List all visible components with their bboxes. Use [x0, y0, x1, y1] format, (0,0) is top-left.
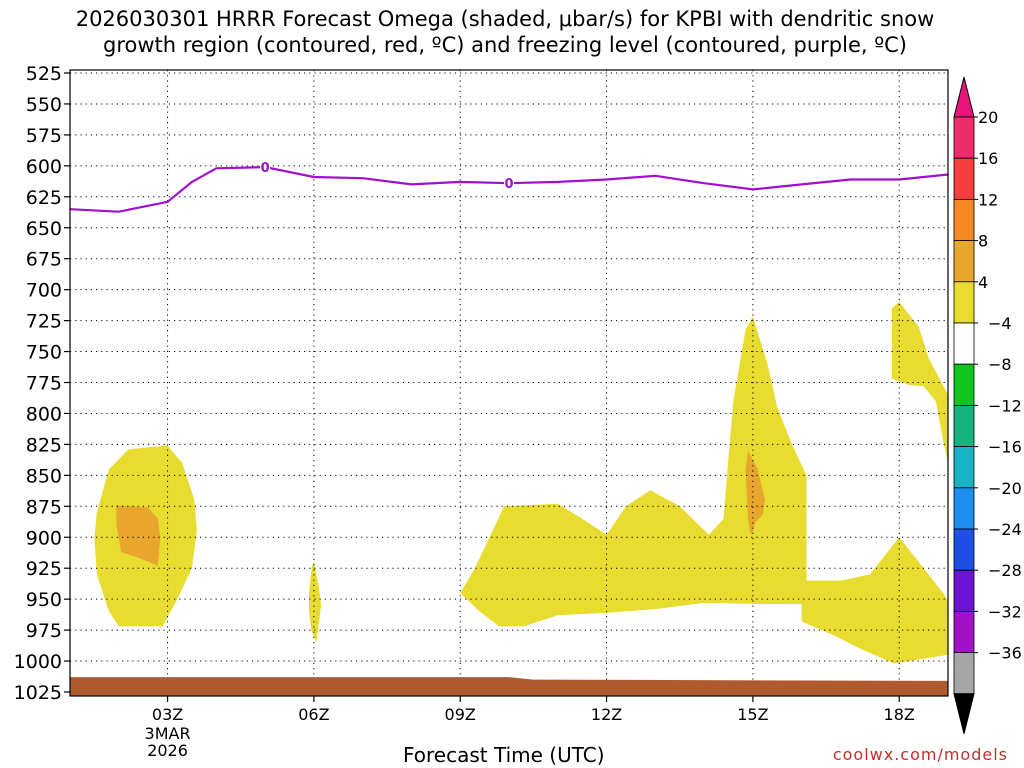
colorbar-segment-3: [953, 240, 975, 283]
omega-region-2: [309, 562, 322, 643]
colorbar-label-1: 16: [978, 149, 998, 168]
y-tick-label-850: 850: [26, 465, 62, 487]
watermark: coolwx.com/models: [832, 745, 1008, 764]
x-tick-label-6: 06Z: [298, 705, 329, 724]
y-tick-label-775: 775: [26, 373, 62, 395]
omega-shading: [94, 302, 948, 664]
colorbar-label-10: −24: [988, 520, 1022, 539]
colorbar-label-3: 8: [978, 232, 988, 251]
omega-region-4: [745, 450, 766, 535]
omega-region-1: [116, 505, 161, 566]
omega-region-3: [460, 316, 948, 664]
y-tick-label-625: 625: [26, 187, 62, 209]
y-tick-label-950: 950: [26, 589, 62, 611]
chart-title-line1: 2026030301 HRRR Forecast Omega (shaded, …: [75, 7, 935, 31]
y-tick-label-550: 550: [26, 94, 62, 116]
grid-lines: [70, 70, 948, 692]
y-tick-label-750: 750: [26, 342, 62, 364]
y-tick-label-825: 825: [26, 434, 62, 456]
colorbar-label-6: −8: [988, 355, 1012, 374]
y-tick-label-525: 525: [26, 63, 62, 85]
colorbar-label-7: −12: [988, 396, 1022, 415]
y-tick-label-1025: 1025: [14, 682, 62, 704]
colorbar-segment-2: [953, 198, 975, 241]
x-tick-label-15: 15Z: [737, 705, 768, 724]
y-axis: 525 550 575 600 625 650 675 700 725 750 775 800 825 8…: [14, 63, 70, 704]
colorbar-segment-0: [953, 116, 975, 159]
colorbar-label-13: −36: [988, 644, 1022, 663]
freezing-level-line: [70, 166, 948, 213]
x-tick-label-3: 03Z: [152, 705, 183, 724]
colorbar-segment-7: [953, 404, 975, 447]
colorbar-label-4: 4: [978, 273, 988, 292]
omega-region-5: [891, 302, 948, 463]
freezing-level-label-1: 0: [504, 177, 513, 192]
y-tick-label-875: 875: [26, 496, 62, 518]
freezing-level-label-0: 0: [261, 161, 270, 176]
colorbar: 20 16 12 8 4 −4 −8 −12 −16 −20 −24 −28 −32 −36: [953, 76, 1022, 734]
colorbar-segment-10: [953, 528, 975, 571]
colorbar-top-arrow: [953, 76, 975, 118]
freezing-level-layer: 00: [70, 160, 948, 213]
colorbar-segment-6: [953, 363, 975, 406]
colorbar-label-11: −28: [988, 561, 1022, 580]
colorbar-label-9: −20: [988, 479, 1022, 498]
y-tick-label-575: 575: [26, 125, 62, 147]
colorbar-bottom-arrow: [953, 693, 975, 734]
y-tick-label-1000: 1000: [14, 651, 62, 673]
colorbar-segment-9: [953, 487, 975, 530]
colorbar-label-2: 12: [978, 190, 998, 209]
x-year-label: 2026: [147, 741, 188, 760]
colorbar-label-0: 20: [978, 108, 998, 127]
y-tick-label-975: 975: [26, 620, 62, 642]
x-date-label: 3MAR: [145, 724, 191, 743]
x-tick-label-18: 18Z: [884, 705, 915, 724]
colorbar-segment-12: [953, 611, 975, 654]
colorbar-segment-5: [953, 322, 975, 365]
contour-label-bg: [504, 176, 514, 191]
colorbar-label-12: −32: [988, 602, 1022, 621]
colorbar-segment-11: [953, 569, 975, 612]
x-tick-label-12: 12Z: [591, 705, 622, 724]
colorbar-segment-8: [953, 446, 975, 489]
x-tick-label-9: 09Z: [445, 705, 476, 724]
colorbar-label-5: −4: [988, 314, 1012, 333]
y-tick-label-900: 900: [26, 527, 62, 549]
contour-label-bg: [260, 160, 271, 175]
y-tick-label-925: 925: [26, 558, 62, 580]
ground-fill: [70, 677, 948, 696]
colorbar-label-8: −16: [988, 438, 1022, 457]
y-tick-label-675: 675: [26, 249, 62, 271]
y-tick-label-600: 600: [26, 156, 62, 178]
y-tick-label-800: 800: [26, 403, 62, 425]
x-axis-label: Forecast Time (UTC): [403, 743, 605, 767]
chart-title-line2: growth region (contoured, red, ºC) and f…: [103, 33, 907, 57]
y-tick-label-700: 700: [26, 280, 62, 302]
colorbar-segment-1: [953, 157, 975, 200]
chart-title: 2026030301 HRRR Forecast Omega (shaded, …: [0, 6, 1010, 58]
y-tick-label-650: 650: [26, 218, 62, 240]
colorbar-segment-4: [953, 281, 975, 324]
y-tick-label-725: 725: [26, 311, 62, 333]
ground-layer: [70, 677, 948, 696]
colorbar-segment-13: [953, 652, 975, 695]
